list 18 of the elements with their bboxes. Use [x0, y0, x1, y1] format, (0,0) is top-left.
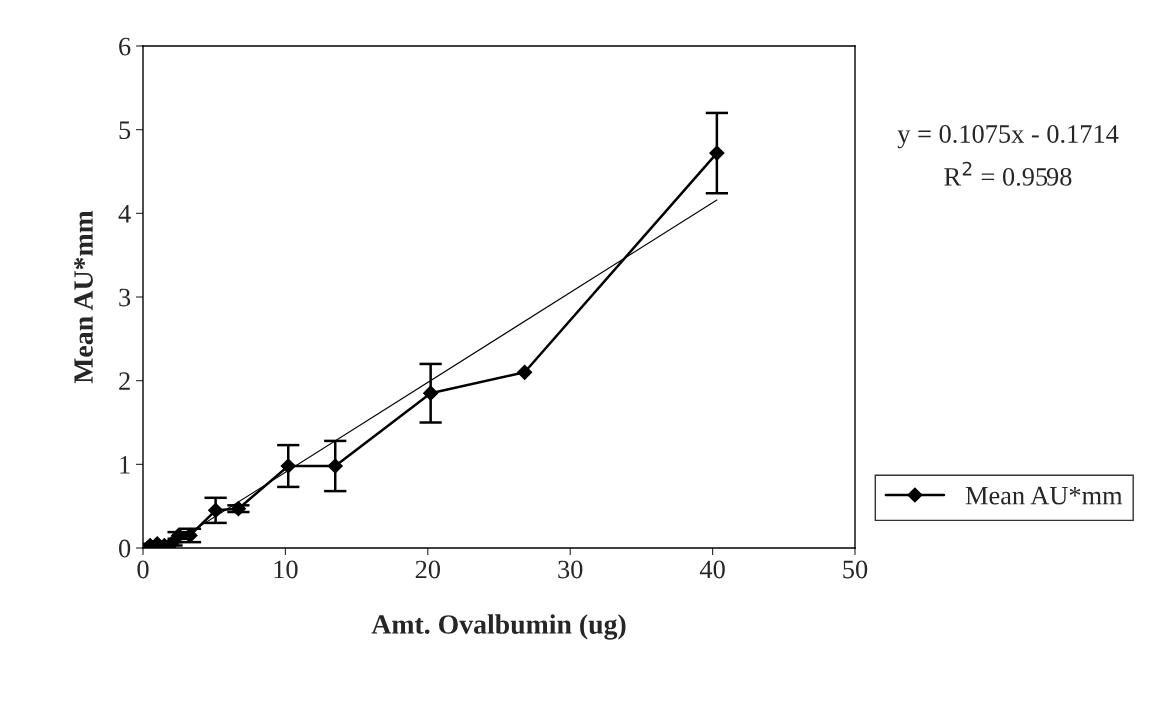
x-axis-title: Amt. Ovalbumin (ug) — [371, 614, 626, 640]
x-tick-label: 10 — [274, 560, 298, 579]
text: y = 0.1075x - 0.1714 — [897, 125, 1119, 149]
y-tick-label: 6 — [119, 37, 131, 56]
text: R$^{2}$ = 0.9598 — [944, 161, 1072, 186]
y-tick-label: 0 — [119, 539, 131, 558]
legend-label: Mean AU*mm — [965, 486, 1123, 505]
x-tick-label: 50 — [843, 560, 868, 579]
x-tick-label: 0 — [137, 560, 149, 579]
x-tick-label: 30 — [558, 560, 583, 579]
x-tick-label: 20 — [415, 560, 440, 579]
y-axis-title: Mean AU*mm — [74, 210, 93, 384]
y-tick-label: 2 — [119, 372, 130, 390]
y-tick-label: 5 — [119, 121, 131, 140]
y-tick-label: 3 — [119, 288, 131, 307]
y-tick-label: 4 — [118, 205, 131, 223]
x-tick-label: 40 — [699, 560, 725, 579]
y-tick-label: 1 — [120, 456, 130, 474]
